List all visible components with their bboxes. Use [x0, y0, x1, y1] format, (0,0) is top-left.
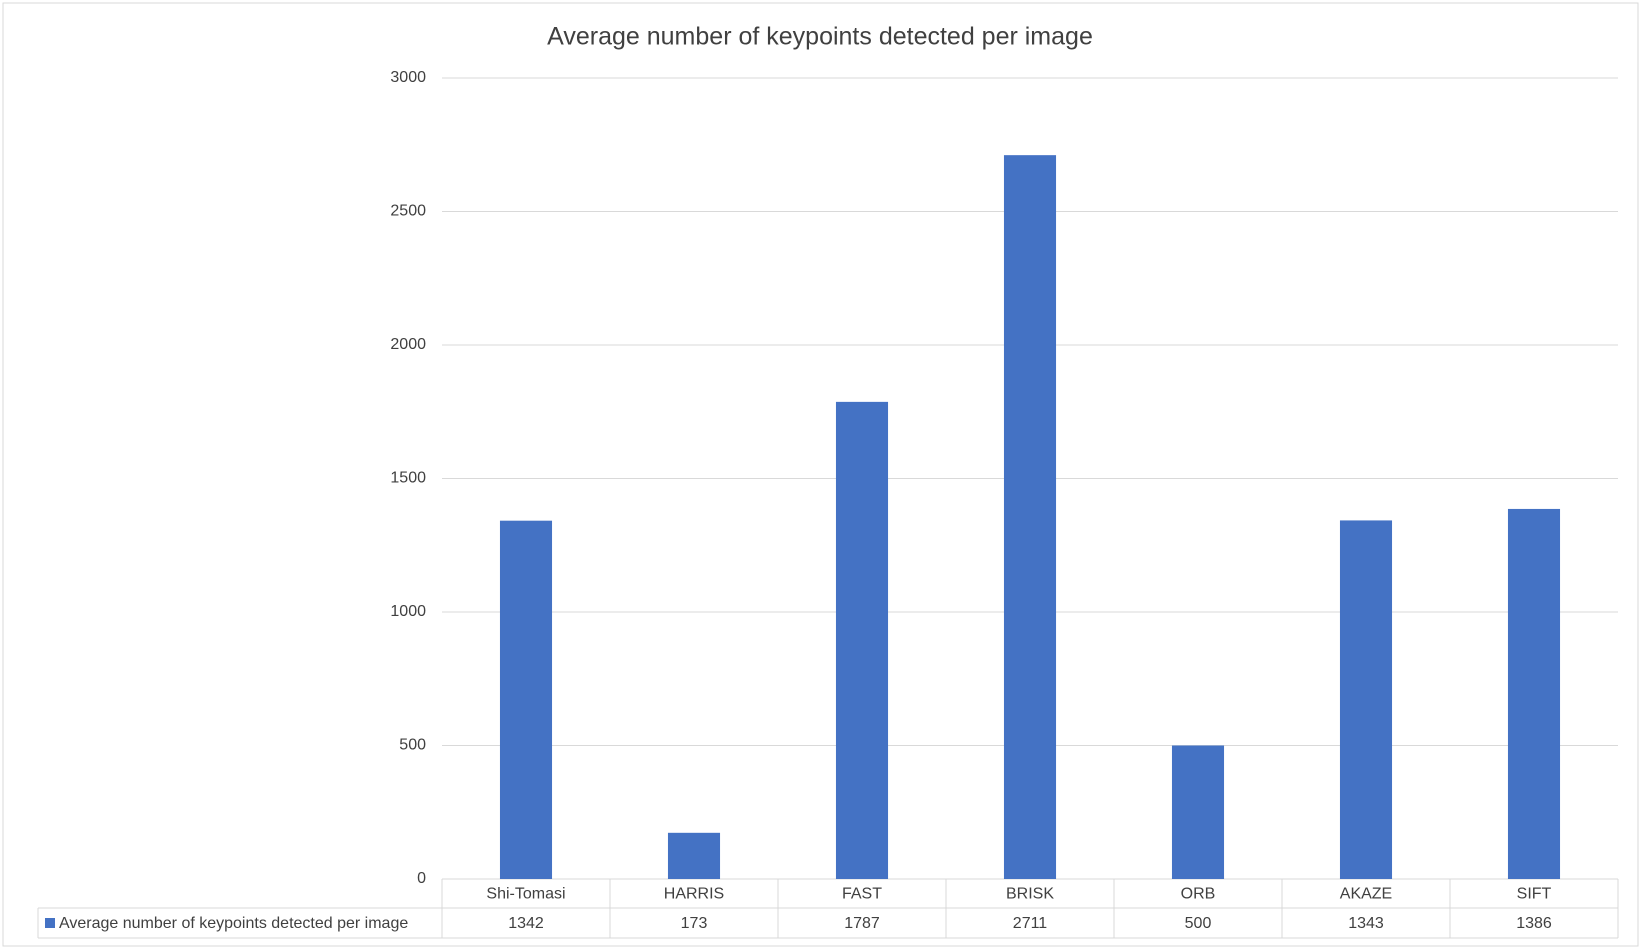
x-tick-label: Shi-Tomasi: [486, 886, 565, 903]
x-tick-label: ORB: [1181, 886, 1216, 903]
bar: [835, 401, 889, 879]
y-tick-label: 0: [417, 870, 426, 887]
y-tick-label: 1500: [390, 470, 426, 487]
value-label: 1787: [844, 915, 880, 932]
x-tick-label: SIFT: [1517, 886, 1552, 903]
value-label: 173: [681, 915, 708, 932]
bar: [1507, 508, 1561, 879]
value-label: 500: [1185, 915, 1212, 932]
bar: [667, 832, 721, 879]
y-tick-label: 1000: [390, 603, 426, 620]
value-label: 1386: [1516, 915, 1552, 932]
y-tick-label: 500: [399, 737, 426, 754]
value-label: 2711: [1013, 915, 1048, 932]
legend-swatch: [45, 918, 55, 928]
x-tick-label: AKAZE: [1340, 886, 1392, 903]
chart-title: Average number of keypoints detected per…: [547, 23, 1093, 51]
bar: [499, 520, 553, 879]
x-tick-label: HARRIS: [664, 886, 724, 903]
y-tick-label: 2000: [390, 336, 426, 353]
bar: [1003, 155, 1057, 880]
x-tick-label: FAST: [842, 886, 882, 903]
y-tick-label: 3000: [390, 69, 426, 86]
bar: [1339, 520, 1393, 879]
bar: [1171, 745, 1225, 879]
value-label: 1342: [508, 915, 544, 932]
legend-label: Average number of keypoints detected per…: [59, 915, 408, 932]
y-tick-label: 2500: [390, 203, 426, 220]
x-tick-label: BRISK: [1006, 886, 1054, 903]
value-label: 1343: [1348, 915, 1384, 932]
